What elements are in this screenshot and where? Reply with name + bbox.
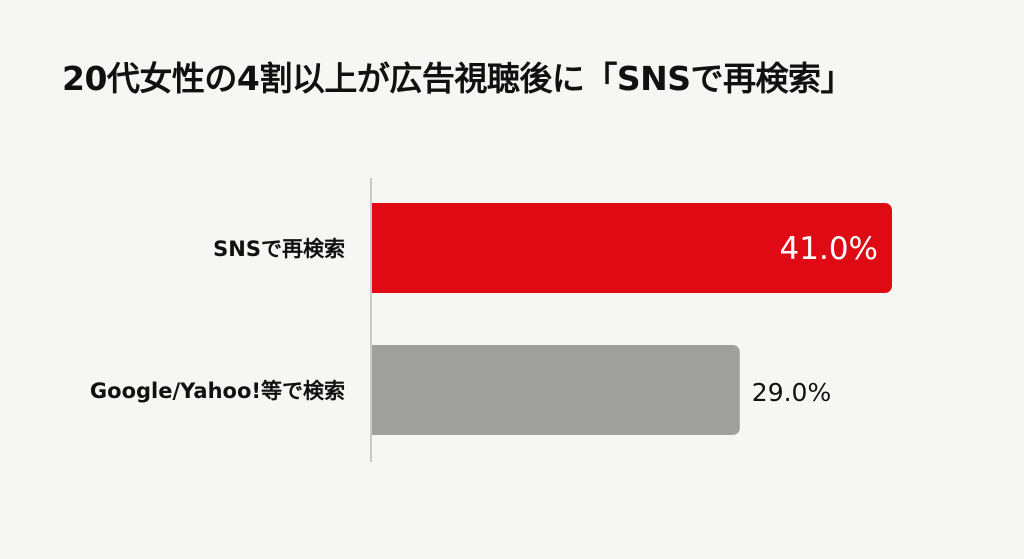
bar-1 bbox=[372, 345, 740, 435]
data-label: 29.0% bbox=[752, 378, 831, 407]
data-label: 41.0% bbox=[780, 231, 878, 267]
chart-title: 20代女性の4割以上が広告視聴後に「SNSで再検索」 bbox=[62, 59, 854, 98]
category-label: SNSで再検索 bbox=[213, 237, 345, 261]
category-label: Google/Yahoo!等で検索 bbox=[90, 379, 345, 403]
bar-0 bbox=[372, 203, 892, 293]
